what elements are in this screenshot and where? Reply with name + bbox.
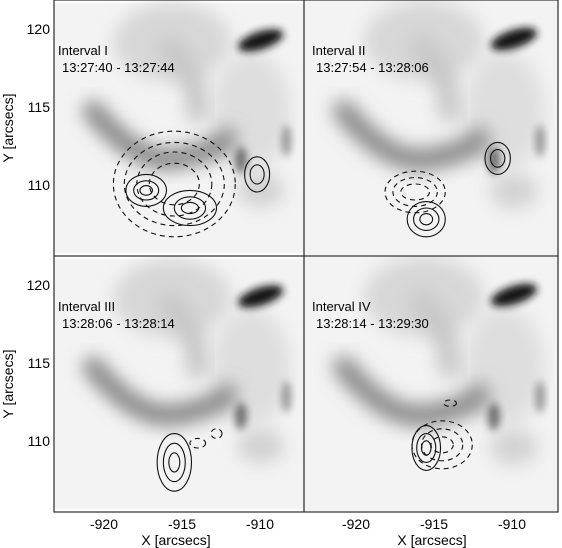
solid-contour: [162, 442, 186, 483]
dashed-contour: [392, 177, 438, 207]
y-axis-bottom: 120 115 110: [27, 277, 51, 449]
x-tick-label: -915: [168, 516, 196, 532]
contours: [156, 428, 223, 492]
panel-1: Interval I 13:27:40 - 13:27:44: [53, 0, 305, 257]
solid-contour: [416, 433, 437, 463]
solid-contour: [125, 173, 168, 207]
solid-contour: [180, 201, 200, 215]
solid-contour: [162, 189, 218, 227]
solid-contour: [139, 185, 153, 196]
dashed-contour: [148, 162, 200, 206]
panel-2: Interval II 13:27:54 - 13:28:06: [303, 0, 559, 257]
panel-title: Interval III: [58, 299, 115, 314]
solid-contour: [406, 201, 446, 238]
solid-contour: [168, 452, 181, 473]
solar-image: [304, 257, 558, 511]
panel-time: 13:27:40 - 13:27:44: [62, 60, 175, 75]
y-axis-top: 120 115 110: [27, 21, 51, 193]
y-tick-label: 115: [28, 355, 51, 371]
solid-contour: [412, 207, 440, 231]
solar-image: [54, 259, 304, 509]
solid-contour: [420, 440, 432, 456]
panel-time: 13:27:54 - 13:28:06: [316, 60, 429, 75]
y-tick-label: 115: [28, 99, 51, 115]
dashed-contour: [210, 428, 223, 439]
contours: [112, 130, 271, 238]
panel-title: Interval II: [312, 43, 365, 58]
x-tick-label: -920: [90, 516, 118, 532]
y-tick-label: 110: [28, 433, 51, 449]
panel-title: Interval IV: [312, 299, 371, 314]
panel-frame: [303, 255, 559, 513]
x-tick-label: -920: [342, 516, 370, 532]
x-axis-title: X [arcsecs]: [397, 532, 466, 548]
dashed-contour: [123, 141, 225, 227]
contours: [411, 399, 473, 471]
solid-contour: [489, 149, 506, 168]
panel-3: Interval III 13:28:06 - 13:28:14: [53, 255, 305, 513]
solid-contour: [244, 156, 271, 193]
x-axis-title: X [arcsecs]: [141, 532, 210, 548]
y-tick-label: 120: [27, 21, 51, 37]
x-axis-left: -920 -915 -910: [90, 516, 274, 532]
solid-contour: [249, 164, 265, 185]
solid-contour: [173, 196, 207, 220]
solar-image: [304, 1, 558, 255]
contours: [384, 141, 511, 238]
solid-contour: [133, 180, 160, 201]
dashed-contour: [443, 399, 457, 407]
solid-contour: [411, 425, 442, 471]
panel-title: Interval I: [58, 43, 108, 58]
y-axis-title: Y [arcsecs]: [0, 94, 16, 163]
y-tick-label: 120: [27, 277, 51, 293]
x-tick-label: -910: [498, 516, 526, 532]
dashed-contour: [112, 130, 236, 238]
panel-time: 13:28:14 - 13:29:30: [316, 316, 429, 331]
dashed-contour: [189, 437, 207, 449]
dashed-contour: [400, 183, 430, 201]
y-axis-title: Y [arcsecs]: [0, 350, 16, 419]
solid-contour: [156, 433, 193, 492]
solid-contour: [484, 141, 511, 175]
x-axis-right: -920 -915 -910: [342, 516, 526, 532]
x-tick-label: -915: [420, 516, 448, 532]
panel-time: 13:28:06 - 13:28:14: [62, 316, 175, 331]
panel-4: Interval IV 13:28:14 - 13:29:30: [303, 255, 559, 513]
x-tick-label: -910: [246, 516, 274, 532]
solid-contour: [419, 213, 434, 226]
y-tick-label: 110: [28, 177, 51, 193]
